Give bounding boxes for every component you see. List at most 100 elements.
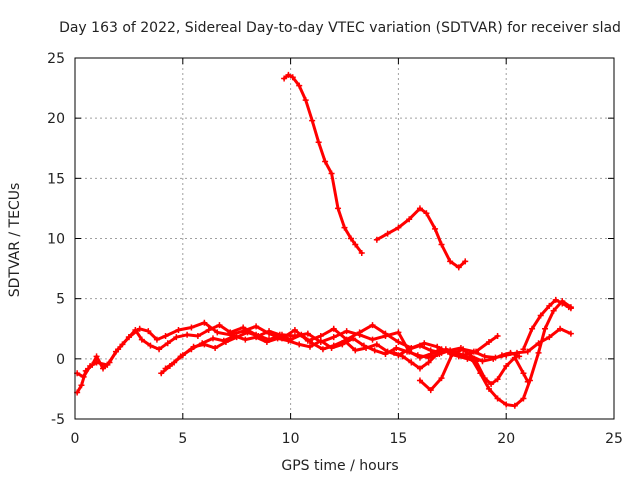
data-point: [158, 370, 165, 377]
series-arc-9: [447, 351, 531, 388]
data-point: [341, 224, 348, 231]
series-arc-5: [281, 71, 365, 256]
series-arc-10: [520, 296, 574, 353]
data-point: [347, 235, 354, 242]
series-arc-1: [74, 322, 445, 396]
data-point: [542, 325, 549, 332]
data-point: [529, 325, 536, 332]
grid-lines: [75, 58, 614, 419]
data-point: [335, 205, 342, 212]
data-point: [492, 354, 499, 361]
data-point: [520, 370, 527, 377]
data-point: [184, 331, 191, 338]
data-point: [289, 74, 296, 81]
data-point: [473, 358, 480, 365]
data-point: [164, 340, 171, 347]
data-point: [179, 352, 186, 359]
y-tick-label: 15: [47, 171, 65, 187]
series-line: [392, 299, 573, 408]
data-point: [535, 340, 542, 347]
data-point: [298, 331, 305, 338]
data-point: [537, 312, 544, 319]
y-tick-label: 5: [56, 292, 65, 308]
data-point: [546, 334, 553, 341]
data-point: [438, 241, 445, 248]
data-point: [281, 75, 288, 82]
data-point: [373, 341, 380, 348]
data-point: [222, 338, 229, 345]
x-tick-label: 0: [71, 431, 80, 447]
y-tick-label: 0: [56, 352, 65, 368]
data-point: [455, 353, 462, 360]
data-point: [330, 325, 337, 332]
data-point: [414, 352, 421, 359]
data-point: [341, 337, 348, 344]
x-tick-label: 25: [605, 431, 623, 447]
data-point: [125, 334, 132, 341]
data-point: [80, 373, 87, 380]
data-point: [317, 337, 324, 344]
chart-title: Day 163 of 2022, Sidereal Day-to-day VTE…: [59, 20, 621, 36]
data-point: [406, 346, 413, 353]
data-point: [559, 300, 566, 307]
data-point: [201, 341, 208, 348]
data-point: [503, 363, 510, 370]
data-point: [406, 216, 413, 223]
data-point: [395, 338, 402, 345]
data-point: [462, 258, 469, 265]
data-point: [494, 332, 501, 339]
data-point: [319, 346, 326, 353]
data-point: [384, 348, 391, 355]
data-point: [274, 335, 281, 342]
data-point: [485, 338, 492, 345]
data-point: [371, 347, 378, 354]
data-point: [416, 365, 423, 372]
data-point: [115, 346, 122, 353]
data-point: [209, 335, 216, 342]
data-point: [373, 236, 380, 243]
data-point: [285, 71, 292, 78]
data-point: [242, 336, 249, 343]
data-point: [287, 336, 294, 343]
data-point: [391, 349, 398, 356]
data-point: [557, 325, 564, 332]
data-point: [78, 382, 85, 389]
data-point: [147, 342, 154, 349]
axis-ticks: 0 5 10 15 20 25 -5 0 5 10 15 20 25: [47, 51, 623, 447]
data-point: [432, 225, 439, 232]
data-point: [488, 381, 495, 388]
data-point: [447, 351, 454, 358]
x-tick-label: 15: [389, 431, 407, 447]
series-arc-6: [373, 205, 469, 271]
data-point: [425, 359, 432, 366]
data-point: [175, 326, 182, 333]
data-point: [138, 336, 145, 343]
data-point: [511, 402, 518, 409]
data-point: [263, 338, 270, 345]
data-point: [276, 331, 283, 338]
data-point: [153, 336, 160, 343]
data-point: [470, 348, 477, 355]
data-point: [188, 324, 195, 331]
data-point: [162, 365, 169, 372]
data-point: [513, 349, 520, 356]
data-point: [309, 117, 316, 124]
x-axis-label: GPS time / hours: [281, 458, 398, 474]
data-point: [494, 376, 501, 383]
data-point: [309, 340, 316, 347]
data-point: [352, 241, 359, 248]
data-point: [481, 375, 488, 382]
data-point: [244, 329, 251, 336]
data-point: [363, 345, 370, 352]
data-point: [455, 264, 462, 271]
data-point: [511, 354, 518, 361]
data-point: [524, 378, 531, 385]
data-point: [104, 361, 111, 368]
data-point: [330, 342, 337, 349]
data-point: [93, 359, 100, 366]
data-point: [427, 347, 434, 354]
data-point: [464, 355, 471, 362]
data-point: [516, 353, 523, 360]
data-point: [434, 351, 441, 358]
data-point: [479, 358, 486, 365]
